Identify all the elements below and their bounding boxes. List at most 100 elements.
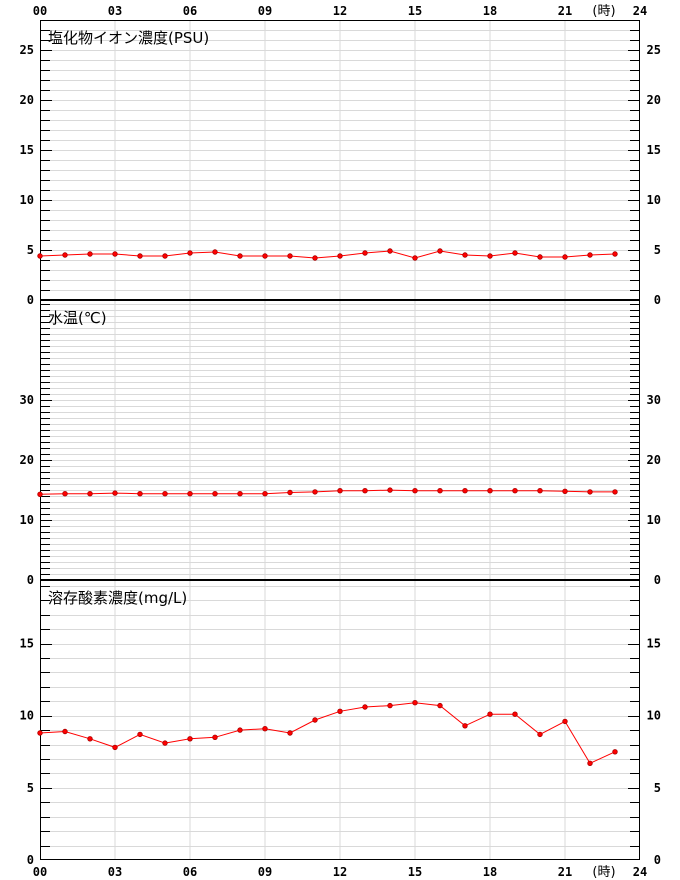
data-point [562,718,568,725]
y-tick-label-right: 0 [654,293,661,307]
y-tick-label-left: 15 [20,637,34,651]
y-tick-label-right: 15 [647,637,661,651]
hour-unit-label-top: (時) [592,4,615,19]
data-point [212,734,218,740]
data-point [412,700,418,706]
data-point [312,489,318,495]
x-tick-label-bottom: 18 [483,865,497,879]
data-point [512,711,518,717]
data-point [387,248,393,254]
data-point [462,252,468,258]
panel-title: 水温(℃) [48,309,107,327]
data-point [137,491,143,497]
data-point [287,730,293,736]
y-tick-label-right: 15 [647,143,661,157]
data-point [87,736,93,742]
data-point [137,253,143,259]
data-point [337,708,343,714]
data-point [337,488,343,494]
data-point [612,489,618,495]
data-point [537,731,543,738]
x-tick-label-bottom: 03 [108,865,122,879]
y-tick-label-right: 20 [647,93,661,107]
data-point [587,252,593,258]
x-tick-label-top: 06 [183,4,197,18]
data-point [612,749,618,755]
data-point [412,255,418,261]
data-point [512,488,518,494]
data-point [62,491,68,497]
data-point [262,491,268,497]
x-tick-label-top: 03 [108,4,122,18]
y-tick-label-left: 10 [20,193,34,207]
y-tick-label-left: 15 [20,143,34,157]
data-point [437,488,443,494]
series-layer [37,248,618,766]
x-tick-label-top: 00 [33,4,47,18]
label-layer: 000003030606090912121515181821212424(時)(… [20,4,661,880]
data-point [137,731,143,738]
data-point [112,490,118,496]
x-tick-label-bottom: 21 [558,865,572,879]
data-point [412,488,418,494]
y-tick-label-left: 0 [27,573,34,587]
series-line [39,489,615,495]
y-tick-label-left: 5 [27,243,34,257]
x-tick-label-bottom: 09 [258,865,272,879]
x-tick-label-bottom: 12 [333,865,347,879]
y-tick-label-right: 5 [654,781,661,795]
data-point [487,711,493,717]
x-tick-label-bottom: 24 [633,865,647,879]
y-tick-label-left: 30 [20,393,34,407]
y-tick-label-left: 10 [20,709,34,723]
data-point [212,249,218,255]
y-tick-label-right: 5 [654,243,661,257]
data-point [437,248,443,254]
axis-layer [40,20,640,860]
y-tick-label-left: 0 [27,853,34,867]
data-point [262,253,268,259]
y-tick-label-right: 0 [654,573,661,587]
data-point [187,736,193,742]
series-line [39,702,616,764]
y-tick-label-right: 10 [647,709,661,723]
x-tick-label-top: 15 [408,4,422,18]
data-point [537,488,543,494]
data-point [362,488,368,494]
data-point [237,727,243,733]
x-tick-label-top: 24 [633,4,647,18]
x-tick-label-top: 21 [558,4,572,18]
y-tick-label-left: 5 [27,781,34,795]
y-tick-label-left: 20 [20,93,34,107]
x-tick-label-bottom: 00 [33,865,47,879]
data-point [512,250,518,256]
data-point [187,491,193,497]
data-point [487,488,493,494]
data-point [312,717,318,723]
data-point [87,251,93,257]
y-tick-label-left: 10 [20,513,34,527]
data-point [362,250,368,256]
data-point [62,252,68,258]
hour-unit-label-bottom: (時) [592,865,615,880]
data-point [312,255,318,261]
data-point [587,760,593,766]
y-tick-label-right: 10 [647,193,661,207]
data-point [162,253,168,259]
data-point [37,730,43,736]
data-point [162,491,168,497]
data-point [287,253,293,259]
data-point [112,251,118,257]
data-point [387,702,393,709]
data-point [562,488,568,494]
y-tick-label-right: 25 [647,43,661,57]
x-tick-label-top: 18 [483,4,497,18]
data-point [462,488,468,494]
panel-title: 溶存酸素濃度(mg/L) [48,589,187,607]
x-tick-label-top: 12 [333,4,347,18]
data-point [162,740,168,746]
data-point [337,253,343,259]
data-point [437,702,443,709]
data-point [562,254,568,260]
data-point [287,489,293,496]
